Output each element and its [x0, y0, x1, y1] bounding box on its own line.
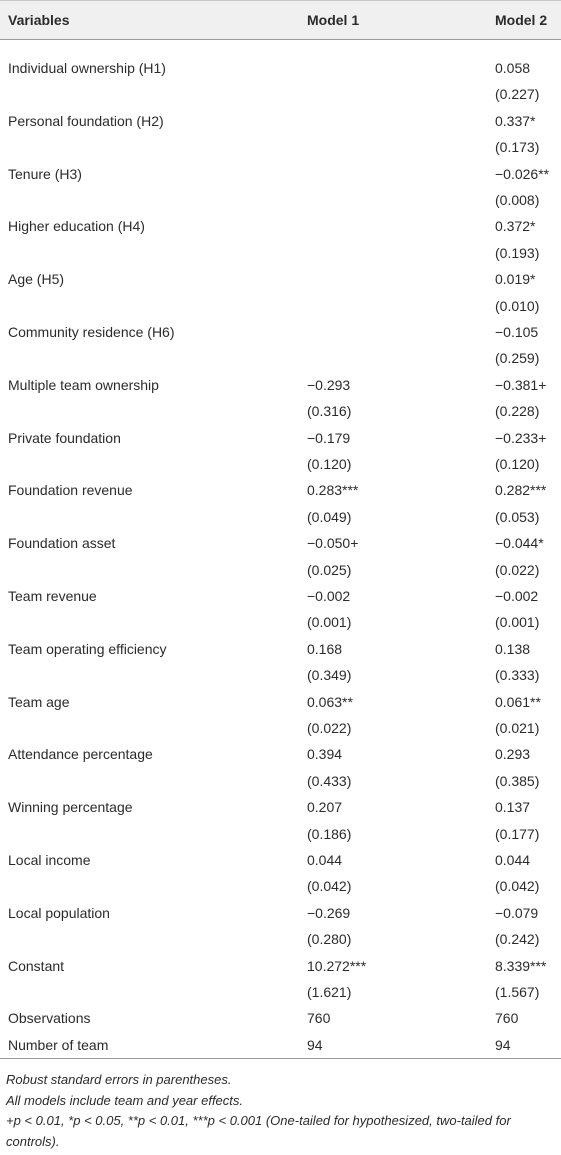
- standard-error: (0.385): [495, 772, 540, 789]
- standard-error: (0.177): [495, 825, 540, 842]
- coefficient: −0.269: [307, 904, 351, 921]
- coefficient: 0.293: [495, 746, 531, 763]
- standard-error: (0.333): [495, 667, 540, 684]
- standard-error: (0.186): [307, 825, 352, 842]
- coefficient: 0.138: [495, 640, 531, 657]
- column-header: Model 1: [307, 12, 360, 28]
- coefficient: 0.372*: [495, 218, 536, 235]
- standard-error: (0.042): [307, 878, 352, 895]
- column-header: Variables: [8, 12, 70, 28]
- variable-label: Age (H5): [8, 271, 65, 288]
- coefficient: 94: [495, 1036, 511, 1053]
- coefficient: 10.272***: [307, 957, 367, 974]
- variable-label: Private foundation: [8, 429, 121, 446]
- variable-label: Team revenue: [8, 588, 97, 604]
- coefficient: −0.044*: [495, 535, 544, 552]
- bottom-rule: [0, 1058, 561, 1059]
- standard-error: (1.621): [307, 984, 352, 1000]
- standard-error: (0.010): [495, 297, 540, 314]
- variable-label: Winning percentage: [8, 799, 133, 816]
- coefficient: 0.044: [495, 852, 531, 868]
- coefficient: 0.282***: [495, 482, 547, 499]
- standard-error: (0.001): [307, 614, 352, 631]
- variable-label: Attendance percentage: [8, 746, 153, 763]
- standard-error: (0.042): [495, 878, 540, 895]
- coefficient: −0.026**: [495, 165, 550, 182]
- variable-label: Individual ownership (H1): [8, 60, 166, 76]
- standard-error: (1.567): [495, 984, 540, 1000]
- coefficient: 0.137: [495, 799, 531, 816]
- variable-label: Multiple team ownership: [8, 376, 159, 393]
- coefficient: −0.233+: [495, 429, 547, 446]
- variable-label: Constant: [8, 957, 65, 974]
- coefficient: 0.207: [307, 799, 343, 816]
- coefficient: −0.381+: [495, 376, 547, 393]
- standard-error: (0.008): [495, 192, 540, 208]
- coefficient: −0.179: [307, 429, 351, 446]
- variable-label: Team operating efficiency: [8, 640, 167, 657]
- header-row: [0, 0, 561, 40]
- note: +p < 0.01, *p < 0.05, **p < 0.01, ***p <…: [6, 1113, 511, 1149]
- standard-error: (0.349): [307, 667, 352, 684]
- coefficient: 0.044: [307, 852, 343, 868]
- variable-label: Foundation revenue: [8, 482, 133, 499]
- note: Robust standard errors in parentheses.: [6, 1072, 232, 1087]
- variable-label: Observations: [8, 1010, 91, 1027]
- variable-label: Local income: [8, 852, 91, 868]
- variable-label: Local population: [8, 904, 110, 921]
- standard-error: (0.259): [495, 350, 540, 367]
- standard-error: (0.433): [307, 772, 352, 789]
- coefficient: 0.061**: [495, 693, 541, 710]
- standard-error: (0.001): [495, 614, 540, 631]
- standard-error: (0.120): [495, 456, 540, 472]
- variable-label: Personal foundation (H2): [8, 112, 164, 129]
- coefficient: 0.283***: [307, 482, 359, 499]
- table-notes: Robust standard errors in parentheses. Al…: [6, 1070, 556, 1152]
- coefficient: 8.339***: [495, 957, 547, 974]
- standard-error: (0.173): [495, 139, 540, 156]
- coefficient: −0.050+: [307, 535, 359, 552]
- coefficient: −0.002: [307, 588, 351, 604]
- coefficient: 0.058: [495, 60, 531, 76]
- variable-label: Foundation asset: [8, 535, 116, 552]
- standard-error: (0.021): [495, 720, 540, 736]
- coefficient: 94: [307, 1036, 323, 1053]
- coefficient: 0.019*: [495, 271, 536, 288]
- coefficient: 760: [307, 1010, 331, 1027]
- variable-label: Tenure (H3): [8, 165, 82, 182]
- standard-error: (0.228): [495, 403, 540, 420]
- standard-error: (0.227): [495, 86, 540, 103]
- coefficient: 760: [495, 1010, 519, 1027]
- standard-error: (0.022): [307, 720, 352, 736]
- standard-error: (0.025): [307, 561, 352, 578]
- coefficient: −0.002: [495, 588, 539, 604]
- column-header: Model 2: [495, 12, 548, 28]
- coefficient: 0.168: [307, 640, 343, 657]
- standard-error: (0.316): [307, 403, 352, 420]
- variable-label: Team age: [8, 693, 70, 710]
- variable-label: Number of team: [8, 1036, 109, 1053]
- standard-error: (0.280): [307, 931, 352, 948]
- standard-error: (0.120): [307, 456, 352, 472]
- standard-error: (0.242): [495, 931, 540, 948]
- note: All models include team and year effects…: [6, 1092, 244, 1108]
- standard-error: (0.022): [495, 561, 540, 578]
- variable-label: Higher education (H4): [8, 218, 145, 235]
- standard-error: (0.049): [307, 508, 352, 525]
- coefficient: 0.337*: [495, 112, 536, 129]
- variable-label: Community residence (H6): [8, 324, 175, 340]
- coefficient: −0.293: [307, 376, 351, 393]
- standard-error: (0.193): [495, 244, 540, 261]
- coefficient: 0.394: [307, 746, 343, 763]
- coefficient: −0.079: [495, 904, 539, 921]
- coefficient: −0.105: [495, 324, 539, 340]
- coefficient: 0.063**: [307, 693, 353, 710]
- standard-error: (0.053): [495, 508, 540, 525]
